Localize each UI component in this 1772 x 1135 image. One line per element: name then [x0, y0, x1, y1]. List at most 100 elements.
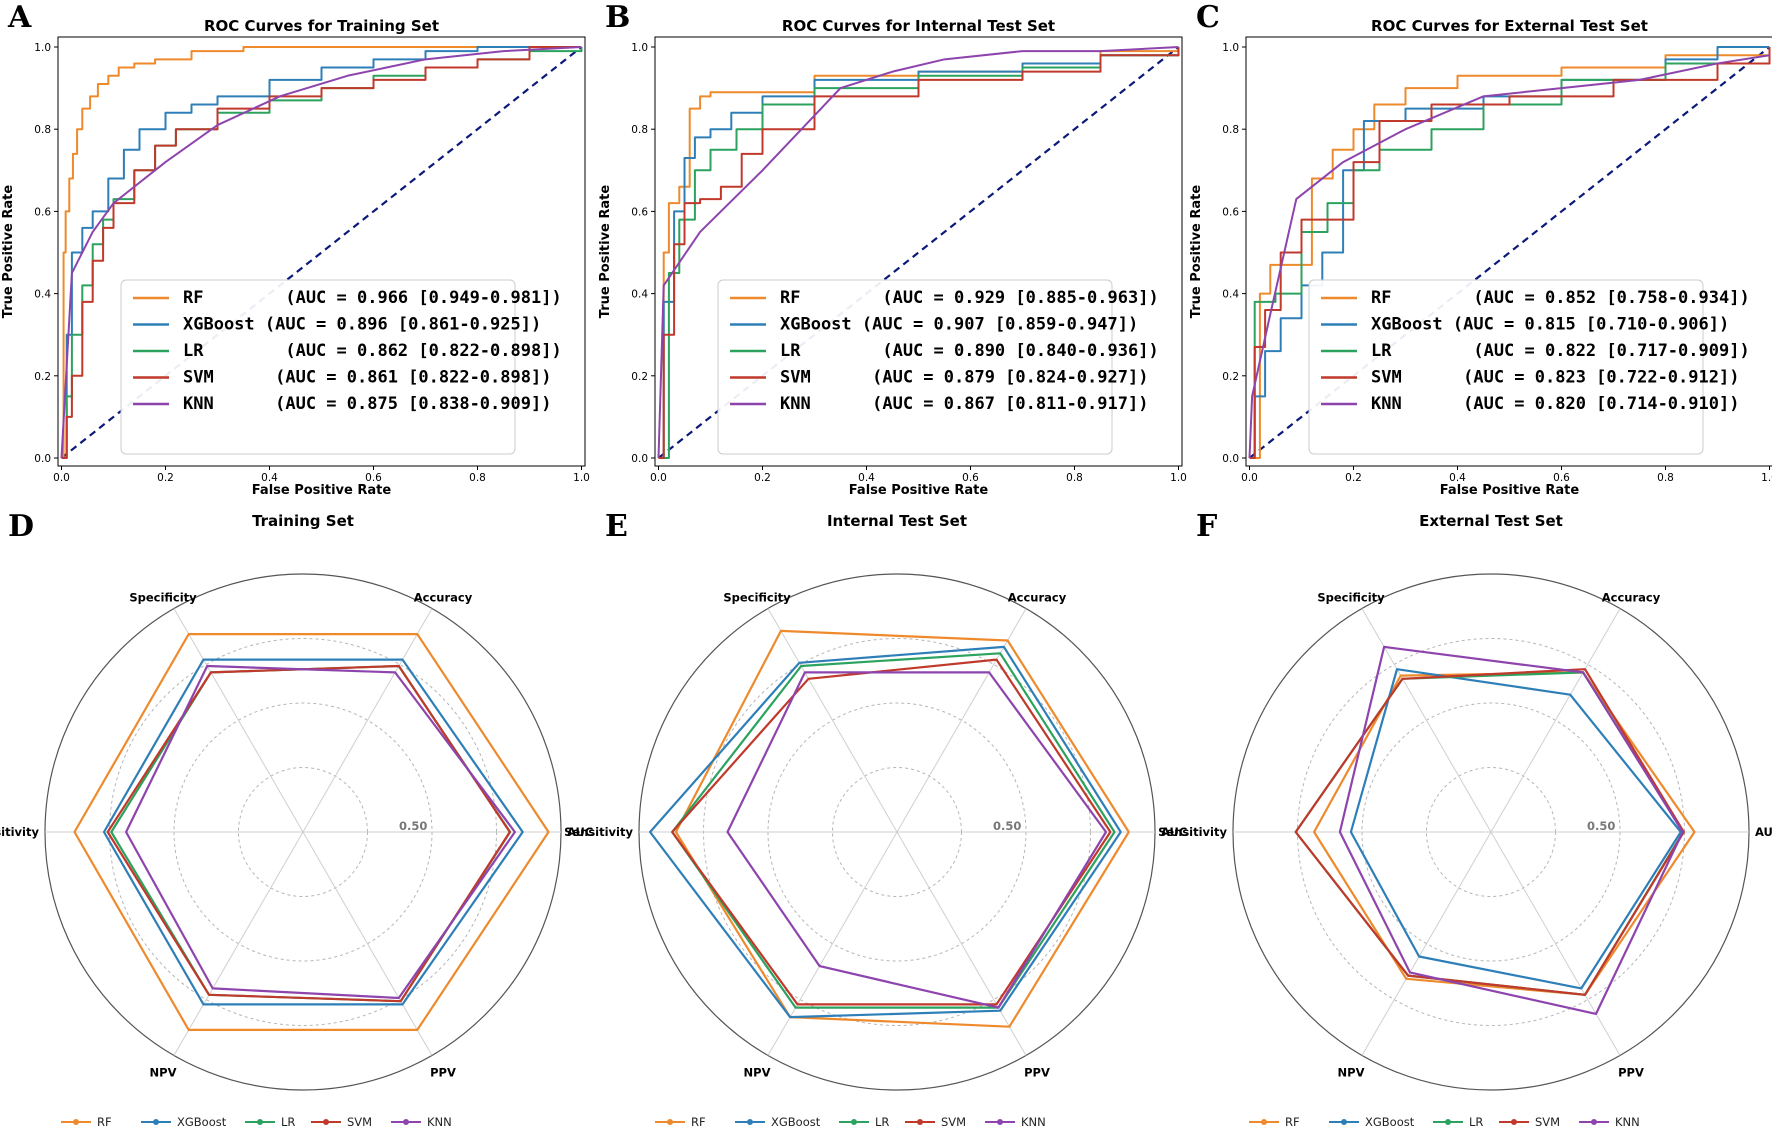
- panel-letter: E: [605, 509, 628, 544]
- radar-axis-label-auc: AUC: [1755, 825, 1772, 839]
- radar-series-svm: [106, 664, 511, 1003]
- legend-entry-rf: RF (AUC = 0.929 [0.885-0.963]): [780, 288, 1159, 308]
- bottom-legend-label-lr: LR: [281, 1115, 295, 1129]
- legend-entry-xgboost: XGBoost (AUC = 0.907 [0.859-0.947]): [780, 315, 1138, 335]
- bottom-legend-marker: [851, 1119, 857, 1125]
- radar-series-xgboost: [102, 658, 524, 1006]
- legend-entry-lr: LR (AUC = 0.822 [0.717-0.909]): [1371, 341, 1750, 361]
- roc-panels: A ROC Curves for Training Set0.00.00.20.2…: [1, 0, 1772, 498]
- radar-axis-label-npv: NPV: [744, 1065, 771, 1079]
- radar-spoke: [173, 831, 304, 1056]
- x-axis-label: False Positive Rate: [252, 483, 392, 498]
- legend-entry-knn: KNN (AUC = 0.867 [0.811-0.917]): [780, 394, 1148, 414]
- bottom-legend-marker: [403, 1119, 409, 1125]
- x-tick-label: 1.0: [1170, 472, 1187, 484]
- y-tick-label: 0.4: [1222, 289, 1239, 301]
- chart-title: External Test Set: [1419, 512, 1563, 530]
- bottom-legend-marker: [323, 1119, 329, 1125]
- roc-curve-xgboost: [658, 47, 1180, 459]
- y-tick-label: 0.0: [631, 453, 648, 465]
- radar-ring-label: 0.50: [399, 819, 427, 833]
- bottom-legend-marker: [747, 1119, 753, 1125]
- x-tick-label: 0.8: [1066, 472, 1083, 484]
- bottom-legend-marker: [1591, 1119, 1597, 1125]
- y-tick-label: 1.0: [631, 42, 648, 54]
- radar-spoke: [767, 831, 898, 1056]
- bottom-legend-marker: [257, 1119, 263, 1125]
- x-tick-label: 0.2: [157, 472, 174, 484]
- roc-curve-rf: [61, 46, 582, 459]
- panel-letter: F: [1196, 509, 1217, 544]
- chart-title: ROC Curves for Internal Test Set: [782, 17, 1055, 35]
- bottom-legend-label-lr: LR: [875, 1115, 889, 1129]
- chart-title: Training Set: [252, 512, 354, 530]
- x-tick-label: 1.0: [1761, 472, 1772, 484]
- bottom-legend-marker: [153, 1119, 159, 1125]
- y-axis-label: True Positive Rate: [1, 185, 16, 319]
- y-tick-label: 0.2: [1222, 371, 1239, 383]
- roc-curve-knn: [1248, 54, 1770, 459]
- bottom-legend-marker: [667, 1119, 673, 1125]
- legend-entry-rf: RF (AUC = 0.852 [0.758-0.934]): [1371, 288, 1750, 308]
- bottom-legend-label-knn: KNN: [1615, 1115, 1640, 1129]
- roc-panel-A: A ROC Curves for Training Set 0.00.0 0.2 0.2…: [1, 0, 590, 498]
- radar-series-svm: [671, 658, 1112, 1006]
- x-tick-label: 0.4: [1449, 472, 1466, 484]
- radar-axis-label-sensitivity: Sensitivity: [0, 825, 39, 839]
- bottom-legend-label-svm: SVM: [1535, 1115, 1560, 1129]
- y-tick-label: 0.4: [34, 289, 51, 301]
- legend-entry-knn: KNN (AUC = 0.820 [0.714-0.910]): [1371, 394, 1739, 414]
- legend-box: [1308, 279, 1704, 455]
- radar-axis-label-npv: NPV: [150, 1065, 177, 1079]
- radar-ring-label: 0.50: [993, 819, 1021, 833]
- roc-panel-C: C ROC Curves for External Test Set 0.00.0 0…: [1189, 0, 1772, 498]
- y-tick-label: 0.6: [631, 206, 648, 218]
- radar-series-knn: [1338, 645, 1684, 1016]
- radar-axis-label-auc: AUC: [567, 825, 593, 839]
- panel-letter: B: [605, 0, 630, 35]
- bottom-legend-marker: [1261, 1119, 1267, 1125]
- x-tick-label: 0.4: [858, 472, 875, 484]
- radar-spoke: [302, 608, 433, 833]
- x-tick-label: 0.8: [469, 472, 486, 484]
- legend-entry-svm: SVM (AUC = 0.879 [0.824-0.927]): [780, 368, 1148, 388]
- radar-panel-D: D Training Set 0.50 AUC Accuracy Specificity S…: [0, 509, 593, 1129]
- radar-axis-label-specificity: Specificity: [723, 591, 791, 605]
- radar-axis-label-ppv: PPV: [1024, 1065, 1050, 1079]
- chart-title: ROC Curves for Training Set: [204, 17, 439, 35]
- radar-series-knn: [124, 664, 517, 1000]
- radar-ring-label: 0.50: [1587, 819, 1615, 833]
- y-tick-label: 0.6: [34, 206, 51, 218]
- radar-axis-label-sensitivity: Sensitivity: [564, 825, 633, 839]
- radar-series-knn: [726, 671, 1108, 1009]
- legend-entry-svm: SVM (AUC = 0.823 [0.722-0.912]): [1371, 368, 1739, 388]
- panel-letter: D: [8, 509, 34, 544]
- radar-spoke: [1490, 608, 1621, 833]
- legend-box: [717, 279, 1113, 455]
- bottom-legend-label-lr: LR: [1469, 1115, 1483, 1129]
- roc-curve-svm: [658, 47, 1180, 459]
- x-tick-label: 1.0: [573, 472, 590, 484]
- bottom-legend-label-rf: RF: [97, 1115, 112, 1129]
- radar-series-rf: [73, 632, 550, 1032]
- bottom-legend-label-knn: KNN: [427, 1115, 452, 1129]
- y-tick-label: 1.0: [34, 42, 51, 54]
- y-tick-label: 0.6: [1222, 206, 1239, 218]
- radar-series-rf: [1312, 671, 1696, 996]
- legend-entry-knn: KNN (AUC = 0.875 [0.838-0.909]): [183, 394, 551, 414]
- radar-series-rf: [674, 629, 1130, 1028]
- x-axis-label: False Positive Rate: [849, 483, 989, 498]
- y-axis-label: True Positive Rate: [1189, 185, 1204, 319]
- bottom-legend-marker: [73, 1119, 79, 1125]
- bottom-legend-label-xgboost: XGBoost: [177, 1115, 227, 1129]
- roc-curve-knn: [657, 46, 1179, 459]
- x-tick-label: 0.0: [53, 472, 70, 484]
- bottom-legend-label-knn: KNN: [1021, 1115, 1046, 1129]
- roc-curve-xgboost: [61, 46, 582, 459]
- chart-title: Internal Test Set: [827, 512, 967, 530]
- legend-entry-xgboost: XGBoost (AUC = 0.896 [0.861-0.925]): [183, 315, 541, 335]
- y-tick-label: 0.4: [631, 289, 648, 301]
- bottom-legend-marker: [917, 1119, 923, 1125]
- radar-series-xgboost: [1349, 668, 1682, 990]
